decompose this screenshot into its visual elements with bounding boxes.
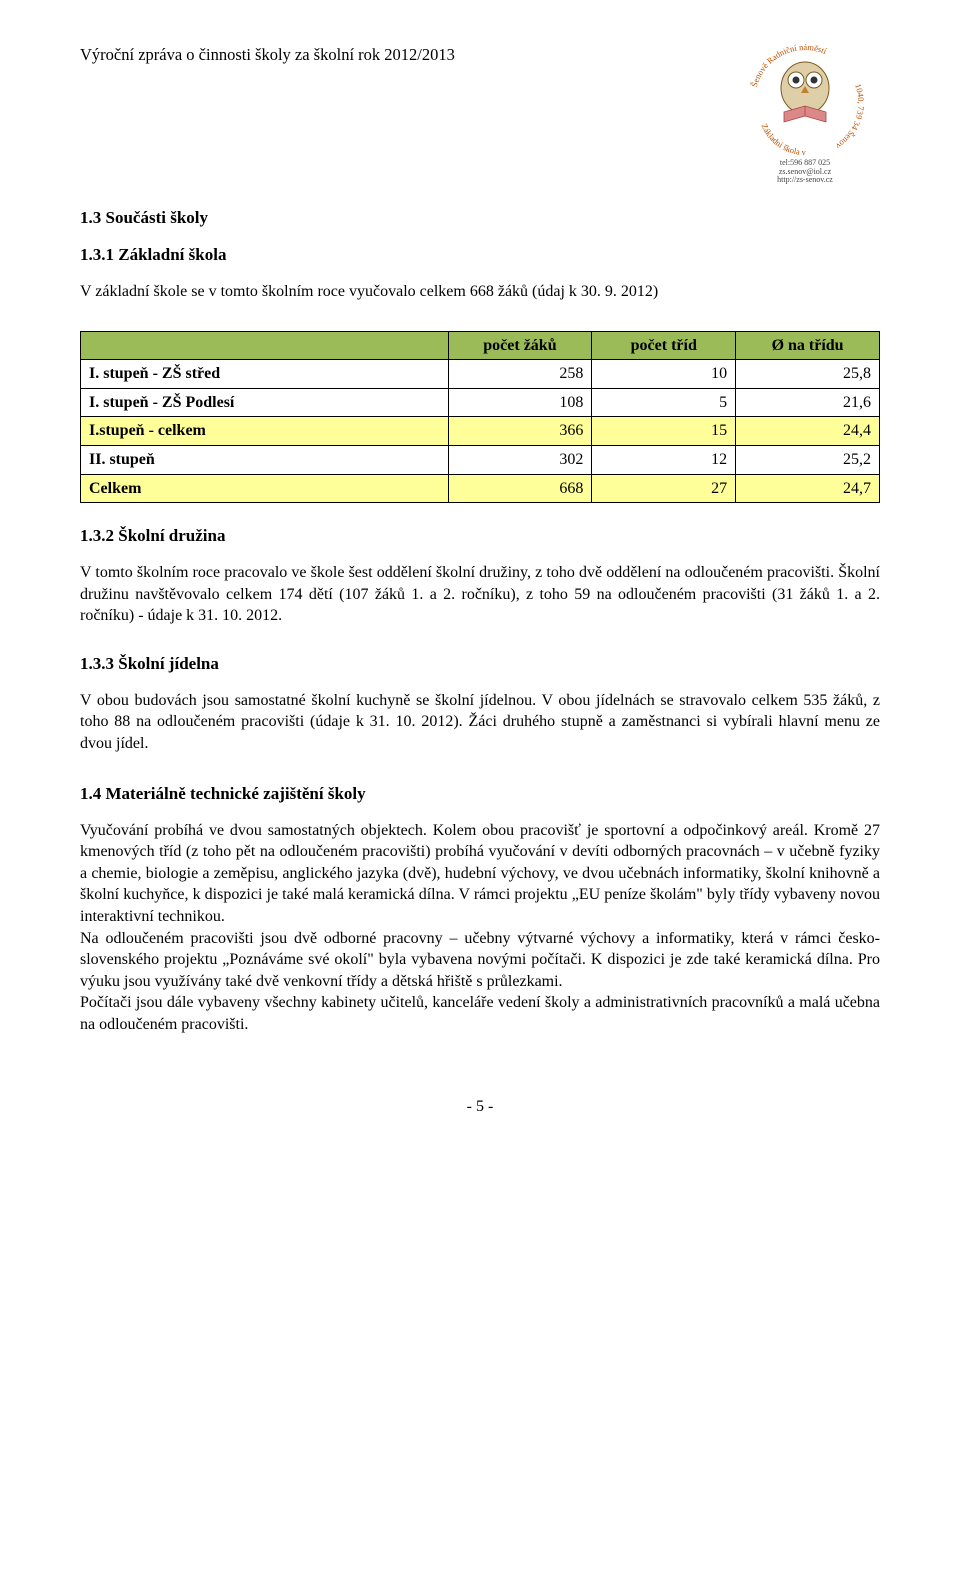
th-pocet-trid: počet tříd [592, 331, 736, 360]
svg-text:Základní škola v: Základní škola v [759, 122, 806, 157]
para-1-3-3: V obou budovách jsou samostatné školní k… [80, 690, 880, 755]
row-value: 27 [592, 474, 736, 503]
row-value: 302 [448, 446, 592, 475]
row-value: 21,6 [736, 388, 880, 417]
heading-1-3-3: 1.3.3 Školní jídelna [80, 653, 880, 676]
row-value: 366 [448, 417, 592, 446]
page-number: - 5 - [80, 1096, 880, 1118]
heading-1-4: 1.4 Materiálně technické zajištění školy [80, 783, 880, 806]
page-header: Výroční zpráva o činnosti školy za školn… [80, 40, 880, 185]
row-label: I. stupeň - ZŠ střed [81, 360, 449, 389]
row-value: 10 [592, 360, 736, 389]
row-label: I. stupeň - ZŠ Podlesí [81, 388, 449, 417]
th-avg: Ø na třídu [736, 331, 880, 360]
table-row: I.stupeň - celkem3661524,4 [81, 417, 880, 446]
school-logo: Šenově Radniční náměstí 1040, 739 34 Šen… [730, 40, 880, 185]
table-row: II. stupeň3021225,2 [81, 446, 880, 475]
row-label: II. stupeň [81, 446, 449, 475]
heading-1-3-1: 1.3.1 Základní škola [80, 244, 880, 267]
row-label: I.stupeň - celkem [81, 417, 449, 446]
row-value: 668 [448, 474, 592, 503]
para-1-3-2: V tomto školním roce pracovalo ve škole … [80, 562, 880, 627]
owl-logo-icon: Šenově Radniční náměstí 1040, 739 34 Šen… [740, 30, 870, 160]
row-value: 15 [592, 417, 736, 446]
report-title: Výroční zpráva o činnosti školy za školn… [80, 40, 455, 66]
para-1-4-c: Počítači jsou dále vybaveny všechny kabi… [80, 992, 880, 1035]
th-blank [81, 331, 449, 360]
para-1-4-b: Na odloučeném pracovišti jsou dvě odborn… [80, 928, 880, 993]
table-row: Celkem6682724,7 [81, 474, 880, 503]
para-1-4-a: Vyučování probíhá ve dvou samostatných o… [80, 820, 880, 928]
table-row: I. stupeň - ZŠ střed2581025,8 [81, 360, 880, 389]
row-value: 25,8 [736, 360, 880, 389]
row-value: 5 [592, 388, 736, 417]
th-pocet-zaku: počet žáků [448, 331, 592, 360]
logo-contact: tel:596 887 025 zs.senov@iol.cz http://z… [730, 159, 880, 185]
table-row: I. stupeň - ZŠ Podlesí108521,6 [81, 388, 880, 417]
row-label: Celkem [81, 474, 449, 503]
contact-url: http://zs-senov.cz [730, 176, 880, 185]
heading-1-3-2: 1.3.2 Školní družina [80, 525, 880, 548]
pupils-table: počet žáků počet tříd Ø na třídu I. stup… [80, 331, 880, 504]
heading-1-3: 1.3 Součásti školy [80, 207, 880, 230]
para-1-3-1: V základní škole se v tomto školním roce… [80, 281, 880, 303]
row-value: 12 [592, 446, 736, 475]
svg-text:1040, 739 34 Šenov: 1040, 739 34 Šenov [834, 82, 867, 151]
row-value: 108 [448, 388, 592, 417]
row-value: 25,2 [736, 446, 880, 475]
row-value: 258 [448, 360, 592, 389]
row-value: 24,7 [736, 474, 880, 503]
row-value: 24,4 [736, 417, 880, 446]
table-header-row: počet žáků počet tříd Ø na třídu [81, 331, 880, 360]
